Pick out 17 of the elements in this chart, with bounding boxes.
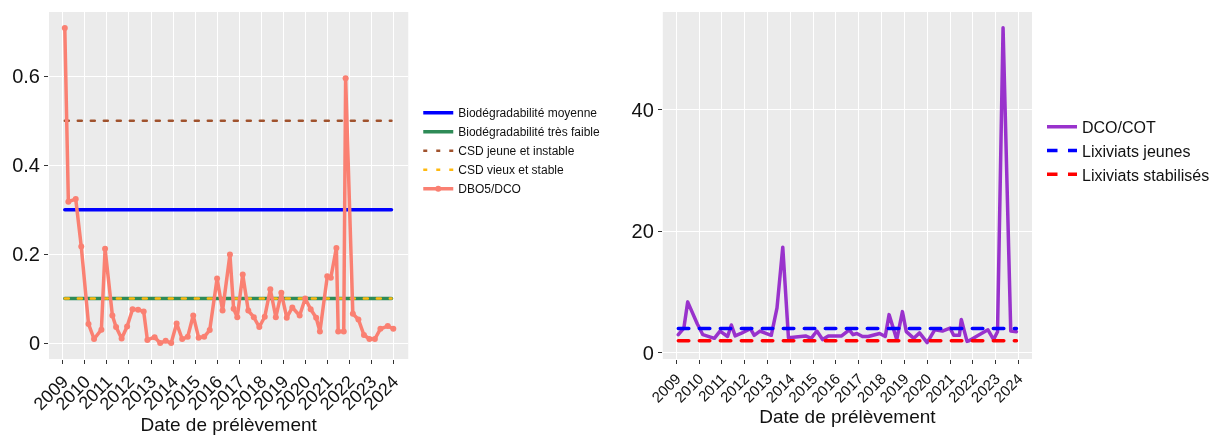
legend-label: Lixiviats jeunes bbox=[1082, 142, 1191, 160]
y-tick-label: 0.4 bbox=[12, 154, 40, 177]
legend-label: DBO5/DCO bbox=[458, 182, 521, 197]
legend-label: CSD vieux et stable bbox=[458, 163, 564, 178]
legend-label: Biodégradabilité très faible bbox=[458, 125, 601, 140]
y-tick-label: 0.2 bbox=[12, 243, 40, 266]
y-tick-label: 40 bbox=[631, 98, 654, 121]
x-axis-title: Date de prélèvement bbox=[759, 405, 937, 427]
x-axis-title: Date de prélèvement bbox=[140, 414, 318, 436]
legend-label: Lixiviats stabilisés bbox=[1082, 166, 1210, 184]
legend-label: CSD jeune et instable bbox=[458, 144, 575, 159]
y-tick-label: 20 bbox=[631, 220, 654, 243]
legend-label: DCO/COT bbox=[1082, 118, 1157, 136]
y-tick-label: 0 bbox=[642, 341, 654, 364]
legend-label: Biodégradabilité moyenne bbox=[458, 106, 598, 121]
y-tick-label: 0.6 bbox=[12, 65, 40, 88]
y-tick-label: 0 bbox=[28, 332, 40, 355]
